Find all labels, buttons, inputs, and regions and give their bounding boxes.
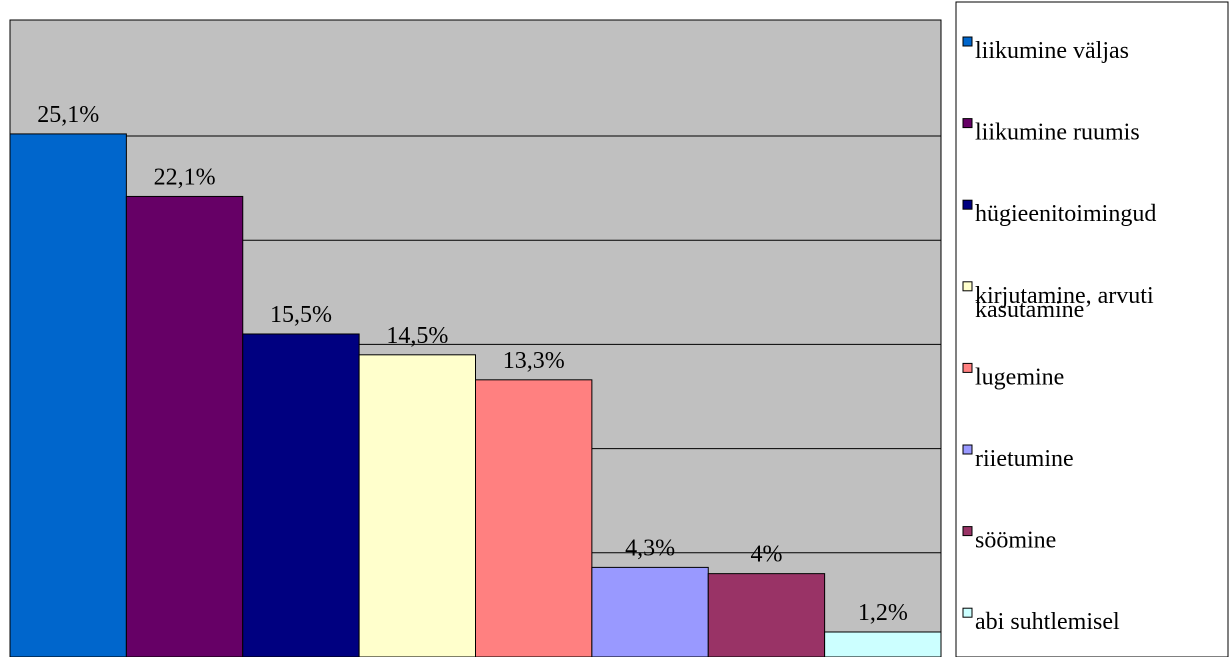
data-label: 4%	[750, 542, 782, 568]
legend-label: riietumine	[975, 446, 1074, 472]
bar	[475, 379, 593, 658]
legend-swatch	[962, 362, 973, 373]
data-label: 15,5%	[270, 302, 332, 328]
legend-swatch	[962, 526, 973, 537]
legend-label: kirjutamine, arvuti	[975, 283, 1154, 309]
legend-swatch	[962, 607, 973, 618]
data-label: 1,2%	[858, 600, 908, 626]
legend: liikumine väljas liikumine ruumis hügieeni…	[955, 1, 1229, 658]
bars	[9, 133, 942, 658]
legend-label: liikumine ruumis	[975, 120, 1140, 146]
bar	[824, 631, 942, 658]
legend-label: kasutamine	[975, 297, 1084, 323]
bar	[242, 333, 360, 658]
legend-label: hügieenitoimingud	[975, 201, 1156, 227]
legend-swatch	[962, 281, 973, 292]
bar	[591, 566, 709, 658]
data-label: 13,3%	[503, 348, 565, 374]
legend-label: lugemine	[975, 364, 1064, 390]
legend-swatch	[962, 199, 973, 210]
data-label: 4,3%	[625, 535, 675, 561]
bar	[358, 354, 476, 658]
bar	[9, 133, 127, 658]
legend-swatch	[962, 444, 973, 455]
data-label: 25,1%	[37, 102, 99, 128]
data-label: 14,5%	[386, 323, 448, 349]
legend-label: liikumine väljas	[975, 38, 1129, 64]
data-label: 22,1%	[154, 164, 216, 190]
legend-box	[955, 1, 1229, 658]
legend-label: abi suhtlemisel	[975, 609, 1120, 635]
bar	[125, 195, 244, 658]
data-labels: 25,1% 22,1% 15,5% 14,5% 13,3% 4,3% 4% 1,2%	[37, 102, 908, 626]
legend-swatch	[962, 36, 973, 47]
bar	[707, 573, 826, 658]
legend-swatch	[962, 118, 973, 129]
legend-label: söömine	[975, 528, 1056, 554]
